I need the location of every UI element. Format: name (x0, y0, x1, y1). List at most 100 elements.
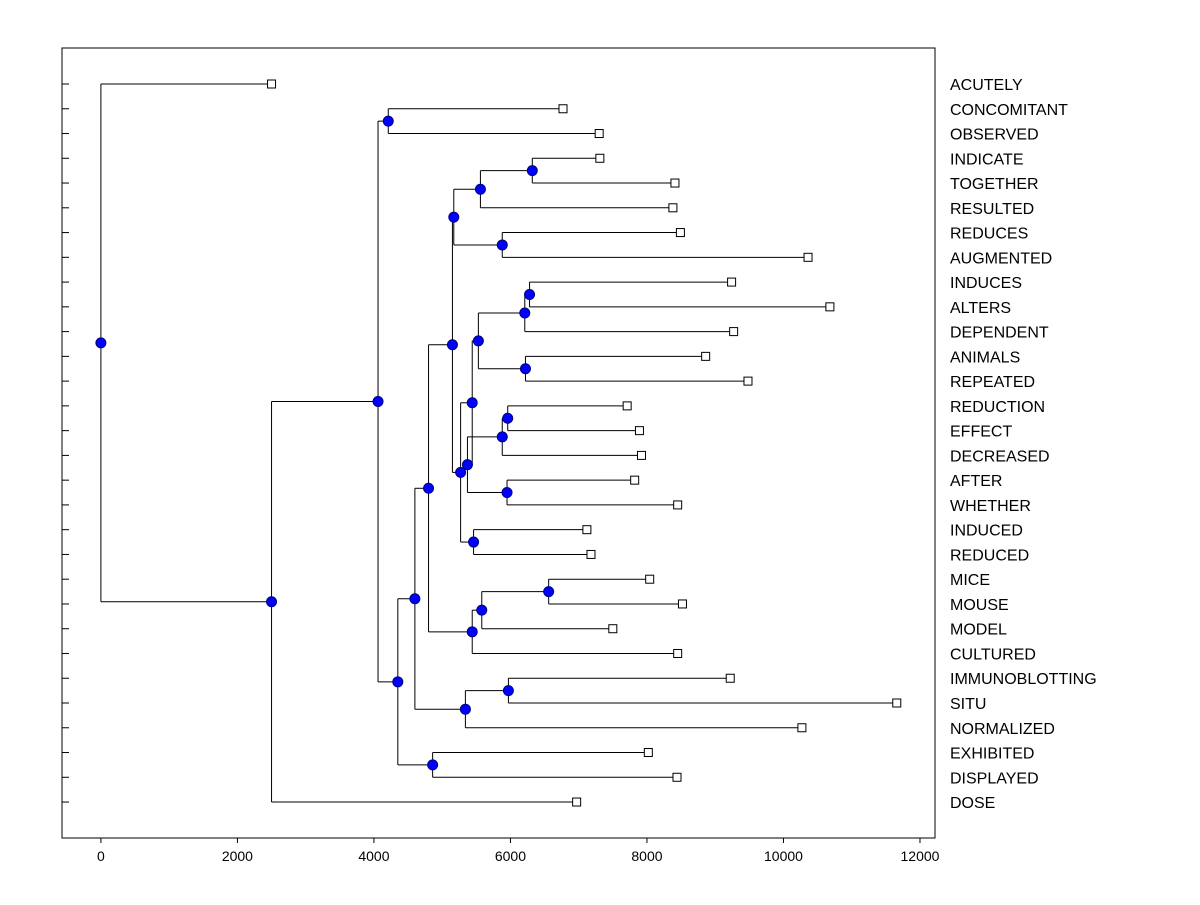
leaf-marker-animals (701, 351, 711, 361)
node-marker-n_upper_ed (392, 676, 404, 688)
node-marker-n_big_upper (423, 482, 435, 494)
leaf-label-reduction: REDUCTION (950, 399, 1045, 416)
x-tick-label-4000: 4000 (358, 848, 389, 864)
node-marker-n_is_norm (459, 703, 471, 715)
leaf-label-concomitant: CONCOMITANT (950, 102, 1068, 119)
leaf-label-decreased: DECREASED (950, 448, 1050, 465)
leaf-marker-induces (727, 277, 737, 287)
node-marker-n_mmm_cult (466, 626, 478, 638)
leaf-label-effect: EFFECT (950, 424, 1012, 441)
leaf-marker-decreased (636, 450, 646, 460)
leaf-marker-concomitant (558, 104, 568, 114)
node-markers (95, 115, 555, 771)
node-marker-n_c_indred (455, 466, 467, 478)
plot-frame (61, 47, 936, 839)
leaf-label-repeated: REPEATED (950, 374, 1035, 391)
leaf-label-alters: ALTERS (950, 300, 1011, 317)
node-marker-n_group_a (448, 211, 460, 223)
leaf-label-exhibited: EXHIBITED (950, 746, 1034, 763)
node-marker-n_mice_mouse (543, 586, 555, 598)
leaf-marker-mice (645, 574, 655, 584)
x-tick-label-6000: 6000 (495, 848, 526, 864)
leaf-markers (267, 79, 902, 807)
node-marker-n_main_dose (266, 596, 278, 608)
node-marker-n_ind_redd (468, 536, 480, 548)
leaf-marker-reduced (586, 549, 596, 559)
leaf-label-normalized: NORMALIZED (950, 721, 1055, 738)
leaf-label-reduced: REDUCED (950, 547, 1029, 564)
node-marker-n_group_c (466, 397, 478, 409)
leaf-label-dependent: DEPENDENT (950, 325, 1049, 342)
leaf-label-immunoblotting: IMMUNOBLOTTING (950, 671, 1097, 688)
node-marker-n_ia_dep (519, 307, 531, 319)
leaf-marker-dependent (729, 327, 739, 337)
leaf-label-acutely: ACUTELY (950, 77, 1023, 94)
leaf-marker-cultured (673, 648, 683, 658)
node-marker-n_main (372, 395, 384, 407)
node-marker-n_ind_tog (526, 165, 538, 177)
node-marker-n_concom_obs (382, 115, 394, 127)
leaf-label-resulted: RESULTED (950, 201, 1034, 218)
leaf-label-displayed: DISPLAYED (950, 770, 1039, 787)
leaf-label-indicate: INDICATE (950, 151, 1023, 168)
leaf-label-situ: SITU (950, 696, 986, 713)
leaf-label-model: MODEL (950, 622, 1007, 639)
x-axis: 0 2000 4000 6000 8000 10000 12000 (97, 838, 940, 864)
leaf-marker-displayed (672, 772, 682, 782)
dendrogram-links (100, 83, 897, 803)
node-marker-n_ind_tog_res (474, 183, 486, 195)
leaf-marker-model (608, 624, 618, 634)
node-marker-n_red_aug (496, 239, 508, 251)
leaf-marker-mouse (677, 599, 687, 609)
node-marker-n_upper_is (409, 593, 421, 605)
node-marker-n_ani_rep (519, 363, 531, 375)
leaf-label-whether: WHETHER (950, 498, 1031, 515)
node-marker-n_red_group (461, 459, 473, 471)
leaf-marker-reduction (622, 401, 632, 411)
leaf-marker-effect (634, 426, 644, 436)
leaf-marker-augmented (803, 252, 813, 262)
node-marker-n_re_dec (496, 431, 508, 443)
leaf-marker-exhibited (643, 748, 653, 758)
leaf-marker-repeated (743, 376, 753, 386)
leaf-marker-observed (594, 129, 604, 139)
node-marker-n_group_b (472, 335, 484, 347)
node-marker-n_imm_situ (502, 685, 514, 697)
leaf-label-animals: ANIMALS (950, 349, 1020, 366)
leaf-marker-situ (892, 698, 902, 708)
leaf-marker-indicate (595, 153, 605, 163)
leaf-marker-immunoblotting (725, 673, 735, 683)
x-tick-label-10000: 10000 (764, 848, 803, 864)
x-tick-label-12000: 12000 (901, 848, 940, 864)
leaf-label-after: AFTER (950, 473, 1002, 490)
x-tick-label-0: 0 (97, 848, 105, 864)
x-tick-label-2000: 2000 (222, 848, 253, 864)
node-marker-n_exh_disp (427, 759, 439, 771)
leaf-label-mouse: MOUSE (950, 597, 1009, 614)
leaf-label-induced: INDUCED (950, 523, 1023, 540)
x-tick-label-8000: 8000 (631, 848, 662, 864)
leaf-marker-after (630, 475, 640, 485)
leaf-marker-induced (582, 525, 592, 535)
leaf-label-reduces: REDUCES (950, 226, 1028, 243)
node-marker-n_aft_whe (501, 487, 513, 499)
leaf-labels: ACUTELY CONCOMITANT OBSERVED INDICATE TOGETH… (950, 77, 1097, 812)
leaf-label-mice: MICE (950, 572, 990, 589)
leaf-label-observed: OBSERVED (950, 127, 1039, 144)
left-tick-marks (62, 83, 69, 803)
leaf-marker-together (670, 178, 680, 188)
leaf-marker-normalized (797, 723, 807, 733)
node-marker-n_induces_alters (524, 288, 536, 300)
leaf-label-augmented: AUGMENTED (950, 250, 1052, 267)
leaf-marker-reduces (675, 228, 685, 238)
leaf-marker-alters (825, 302, 835, 312)
leaf-label-dose: DOSE (950, 795, 995, 812)
leaf-marker-resulted (668, 203, 678, 213)
node-marker-n_mm_model (476, 604, 488, 616)
leaf-marker-whether (673, 500, 683, 510)
leaf-marker-acutely (267, 79, 277, 89)
node-marker-n_root (95, 337, 107, 349)
leaf-label-induces: INDUCES (950, 275, 1022, 292)
